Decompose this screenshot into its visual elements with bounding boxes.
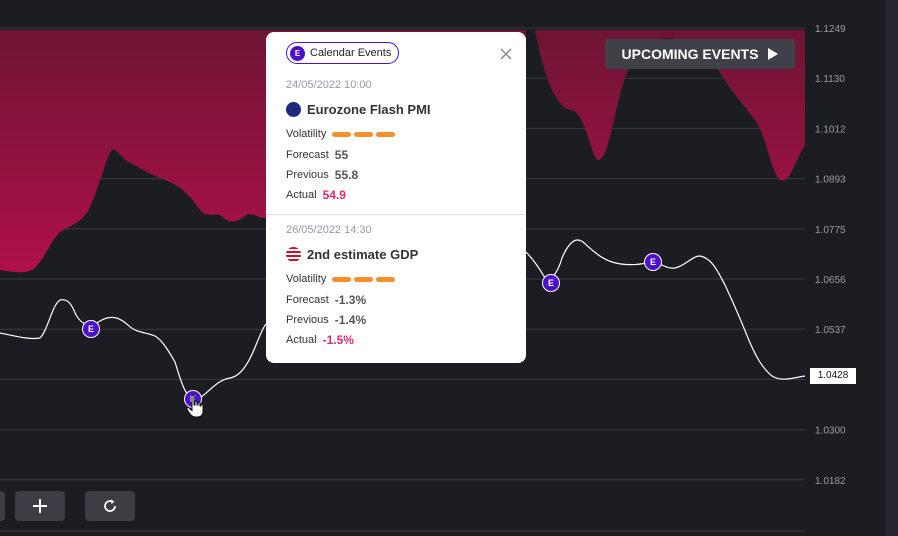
event-title: 2nd estimate GDP [286, 247, 418, 262]
actual-row: Actual -1.5% [286, 333, 354, 347]
actual-row: Actual 54.9 [286, 188, 346, 202]
actual-label: Actual [286, 189, 317, 201]
previous-label: Previous [286, 314, 329, 326]
event-title: Eurozone Flash PMI [286, 102, 431, 117]
y-tick-label: 1.0893 [815, 175, 846, 186]
volatility-label: Volatility [286, 128, 327, 140]
divider [266, 214, 526, 215]
y-tick-label: 1.0537 [815, 325, 846, 336]
previous-value: -1.4% [334, 313, 367, 327]
event-marker[interactable]: E [644, 253, 662, 271]
event-title-text: 2nd estimate GDP [307, 247, 419, 262]
y-axis: 1.1249 1.1130 1.1012 1.0893 1.0775 1.0656 1.05… [815, 24, 846, 487]
sentiment-area [0, 30, 805, 273]
play-icon [768, 48, 779, 60]
volatility-label: Volatility [286, 273, 327, 285]
forecast-value: 55 [334, 148, 349, 162]
y-tick-label: 1.0300 [815, 426, 846, 437]
volatility-row: Volatility [286, 273, 396, 285]
event-icon: E [290, 45, 305, 61]
actual-label: Actual [286, 334, 317, 346]
y-tick-label: 1.0656 [815, 275, 846, 286]
actual-value: -1.5% [322, 333, 354, 347]
scrollbar-track[interactable] [885, 0, 898, 536]
y-tick-label: 1.1130 [815, 74, 845, 85]
previous-value: 55.8 [334, 168, 359, 182]
zoom-in-button[interactable] [15, 491, 65, 521]
us-flag-icon [286, 247, 301, 262]
event-marker-label: E [87, 324, 94, 334]
actual-value: 54.9 [322, 188, 346, 202]
upcoming-events-button[interactable]: UPCOMING EVENTS [605, 39, 795, 69]
forecast-row: Forecast 55 [286, 148, 348, 162]
current-price-tag: 1.0428 [810, 368, 856, 384]
hand-cursor-icon [186, 394, 204, 418]
volatility-row: Volatility [286, 128, 396, 140]
event-marker-label: E [547, 278, 554, 288]
calendar-events-chip[interactable]: E Calendar Events [286, 42, 400, 64]
price-line [0, 239, 806, 401]
forecast-label: Forecast [286, 294, 329, 306]
volatility-bars [332, 276, 396, 282]
plus-icon [33, 499, 47, 513]
y-tick-label: 1.0182 [815, 476, 846, 487]
y-tick-label: 1.1249 [815, 24, 846, 35]
calendar-events-popup: E Calendar Events 24/05/2022 10:00 Euroz… [266, 32, 526, 363]
y-tick-label: 1.0775 [815, 225, 846, 236]
previous-row: Previous 55.8 [286, 168, 358, 182]
reset-button[interactable] [85, 491, 135, 521]
previous-row: Previous -1.4% [286, 313, 366, 327]
close-icon[interactable] [499, 47, 513, 61]
forecast-label: Forecast [286, 149, 329, 161]
event-marker[interactable]: E [542, 274, 560, 292]
upcoming-events-label: UPCOMING EVENTS [621, 46, 759, 62]
refresh-icon [104, 499, 116, 512]
event-date: 26/05/2022 14:30 [286, 224, 372, 236]
event-title-text: Eurozone Flash PMI [307, 102, 431, 117]
zoom-out-button[interactable] [0, 491, 5, 521]
previous-label: Previous [286, 169, 329, 181]
event-marker[interactable]: E [82, 320, 100, 338]
chip-label: Calendar Events [310, 47, 392, 59]
forecast-row: Forecast -1.3% [286, 293, 366, 307]
volatility-bars [332, 131, 396, 137]
eu-flag-icon [286, 102, 301, 117]
event-marker-label: E [649, 257, 656, 267]
forecast-value: -1.3% [334, 293, 367, 307]
y-tick-label: 1.1012 [815, 124, 846, 135]
event-date: 24/05/2022 10:00 [286, 79, 372, 91]
